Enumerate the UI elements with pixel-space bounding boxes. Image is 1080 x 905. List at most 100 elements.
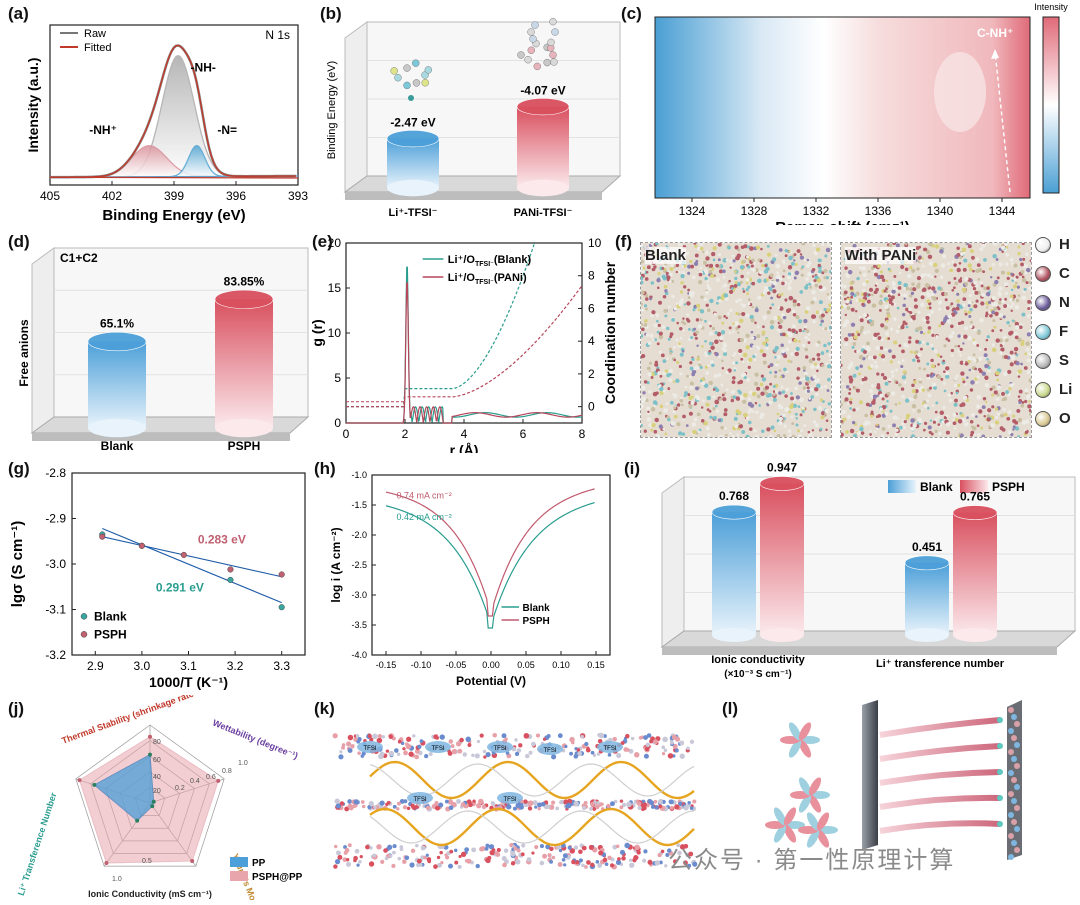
atom-dot xyxy=(658,350,663,354)
radar-tick-label: 20 xyxy=(153,788,161,795)
atom-dot xyxy=(651,310,656,315)
polymer-layer xyxy=(558,848,563,853)
bar-1-0-base xyxy=(905,627,949,643)
polymer-layer xyxy=(609,863,615,868)
atom-dot xyxy=(991,385,996,390)
atom-dot xyxy=(771,284,775,289)
atom-dot xyxy=(867,330,871,334)
atom-dot xyxy=(969,267,973,272)
polymer-layer xyxy=(448,805,454,811)
atom-dot xyxy=(790,396,795,401)
atom-dot xyxy=(708,287,712,291)
atom-dot xyxy=(641,308,645,312)
atom-dot xyxy=(852,408,856,412)
atom-dot xyxy=(954,398,958,403)
bar-1 xyxy=(517,106,569,188)
polymer-layer xyxy=(636,801,642,806)
atom-dot xyxy=(700,295,704,299)
atom-dot xyxy=(735,299,739,303)
atom-dot xyxy=(779,375,783,379)
atom-dot xyxy=(678,243,682,247)
li-ion-trail xyxy=(879,743,1001,762)
polymer-layer xyxy=(347,799,352,804)
bar-0-base xyxy=(387,179,439,197)
chain-wave-shadow xyxy=(369,763,695,797)
polymer-layer xyxy=(335,803,342,809)
atom-dot xyxy=(909,318,913,322)
polymer-layer xyxy=(462,752,467,757)
atom-dot xyxy=(897,360,901,365)
atom-dot xyxy=(689,361,693,365)
electrode-deposit xyxy=(1011,777,1017,783)
atom-dot xyxy=(738,423,744,429)
atom-dot xyxy=(916,276,922,281)
atom-dot xyxy=(771,303,775,307)
polymer-layer xyxy=(355,734,360,738)
polymer-layer xyxy=(637,805,642,810)
atom-dot xyxy=(875,415,879,419)
atom-dot xyxy=(885,299,889,303)
value-label-1: 83.85% xyxy=(224,274,265,288)
atom-dot xyxy=(935,335,939,339)
polymer-layer xyxy=(573,800,579,807)
polymer-layer xyxy=(402,747,406,751)
polymer-layer xyxy=(665,852,670,857)
atom-dot xyxy=(958,278,963,283)
atom-dot xyxy=(942,359,945,363)
atom-dot xyxy=(709,298,714,304)
atom-dot xyxy=(850,307,855,312)
atom-dot xyxy=(826,389,830,392)
atom-dot xyxy=(765,338,769,342)
x-tick-label: 1332 xyxy=(803,204,830,218)
atom-dot xyxy=(1024,388,1029,393)
polymer-layer xyxy=(383,848,388,853)
atom-dot xyxy=(797,405,801,408)
bar-box-floor-edge xyxy=(32,433,290,441)
atom-dot xyxy=(668,305,671,309)
atom-dot xyxy=(723,408,728,412)
atom-dot xyxy=(925,283,930,288)
polymer-layer xyxy=(419,739,424,743)
bar-0 xyxy=(88,341,146,428)
atom-dot xyxy=(799,290,804,294)
atom-dot xyxy=(708,410,712,413)
x-tick-label: 8 xyxy=(579,427,586,441)
atom-dot xyxy=(947,339,951,342)
atom-dot xyxy=(1012,428,1015,431)
md-snapshot-blank: Blank xyxy=(640,242,832,438)
tfsi-label: TFSI xyxy=(414,797,427,803)
atom-dot xyxy=(1019,257,1023,262)
polymer-layer xyxy=(674,748,679,753)
atom-dot xyxy=(939,410,945,416)
atom-dot xyxy=(859,364,864,369)
atom-dot xyxy=(770,296,774,300)
panel-c: C-NH⁺132413281332133613401344Raman shift… xyxy=(615,0,1080,236)
atom-dot xyxy=(716,409,720,413)
atom-dot xyxy=(844,397,849,402)
polymer-layer xyxy=(629,862,635,868)
atom-dot xyxy=(1010,272,1014,276)
atom-dot xyxy=(960,413,965,418)
atom-dot xyxy=(800,273,804,277)
atom-dot xyxy=(926,374,930,378)
electrode-deposit xyxy=(1011,756,1017,762)
atom-dot xyxy=(881,278,886,282)
atom-dot xyxy=(905,416,910,420)
bar-1-base xyxy=(215,418,273,438)
fit-line-1 xyxy=(102,536,282,578)
li-tfsi-molecule xyxy=(421,79,429,87)
atom-dot xyxy=(656,319,659,323)
atom-dot xyxy=(910,350,914,354)
atom-dot xyxy=(922,428,926,432)
polymer-layer xyxy=(537,802,543,808)
anion-cluster xyxy=(780,736,800,744)
atom-dot xyxy=(754,401,758,405)
polymer-layer xyxy=(625,733,630,739)
polymer-layer xyxy=(476,739,481,744)
atom-dot xyxy=(930,310,934,314)
atom-dot xyxy=(776,433,781,437)
atom-dot xyxy=(668,368,673,374)
current-psph: 0.74 mA cm⁻² xyxy=(397,490,452,500)
polymer-layer xyxy=(338,754,344,760)
atom-dot xyxy=(641,290,645,295)
